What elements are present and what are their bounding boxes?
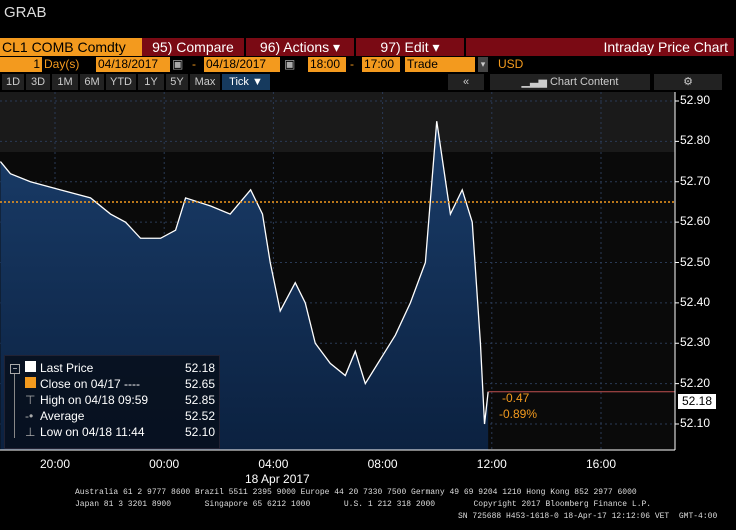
start-date-field[interactable]: 04/18/2017 — [96, 57, 170, 72]
legend-value: 52.65 — [184, 377, 215, 391]
close-swatch — [25, 377, 36, 388]
security-field[interactable]: CL1 COMB Comdty — [0, 38, 142, 56]
change-percent: -0.89% — [499, 407, 538, 421]
currency-label: USD — [498, 57, 524, 71]
y-tick-label: 52.80 — [680, 133, 711, 148]
x-tick-label: 20:00 — [39, 457, 71, 471]
y-tick-label: 52.50 — [680, 254, 711, 269]
range-bar: 1 Day(s) 04/18/2017 ▣ - 04/18/2017 ▣ 18:… — [0, 57, 736, 72]
collapse-panel-icon[interactable]: « — [448, 74, 484, 90]
period-button[interactable]: 5Y — [166, 74, 188, 90]
y-tick-label: 52.40 — [680, 294, 711, 309]
x-tick-label: 00:00 — [149, 457, 180, 471]
y-tick-label: 52.70 — [680, 173, 711, 188]
legend-value: 52.18 — [184, 361, 215, 375]
edit-button[interactable]: 97) Edit ▾ — [356, 38, 464, 56]
last-price-label: 52.18 — [678, 394, 716, 409]
x-tick-label: 04:00 — [258, 457, 289, 471]
price-line — [0, 121, 489, 425]
chart-content-button[interactable]: ▁▃▅ Chart Content — [490, 74, 650, 90]
x-axis-title: 18 Apr 2017 — [245, 472, 310, 486]
y-tick-label: 52.30 — [680, 335, 711, 350]
legend-label: Low on 04/18 11:44 — [40, 425, 145, 439]
legend-value: 52.85 — [184, 393, 215, 407]
period-button[interactable]: Max — [190, 74, 220, 90]
edit-label: 97) Edit — [380, 39, 429, 55]
period-button[interactable]: Tick ▼ — [222, 74, 270, 90]
collapse-icon[interactable]: − — [10, 364, 20, 374]
legend-label: Average — [40, 409, 85, 423]
period-button[interactable]: 6M — [80, 74, 104, 90]
high-marker-icon: ⊤ — [25, 393, 36, 407]
day-unit-label: Day(s) — [44, 57, 80, 71]
actions-label: 96) Actions — [259, 39, 330, 55]
legend-label: Last Price — [40, 361, 94, 375]
chart-legend: − Last Price 52.18 Close on 04/17 ---- 52.… — [4, 355, 220, 449]
period-bar: 1D 3D 1M 6M YTD 1Y 5Y Max Tick ▼ « ▁▃▅ Chart Conte… — [0, 74, 736, 90]
toolbar: CL1 COMB Comdty 95) Compare 96) Actions … — [0, 38, 736, 56]
settings-gear-icon[interactable]: ⚙ — [654, 74, 722, 90]
period-button[interactable]: 1Y — [138, 74, 164, 90]
plot-band — [0, 92, 675, 152]
actions-button[interactable]: 96) Actions ▾ — [246, 38, 354, 56]
footer-session: SN 725688 H453-1618-0 18-Apr-17 12:12:06… — [458, 512, 718, 521]
footer-contacts: Australia 61 2 9777 8600 Brazil 5511 239… — [75, 488, 637, 497]
day-count-field[interactable]: 1 — [0, 57, 42, 72]
chart-content-label: Chart Content — [549, 76, 619, 88]
legend-label: High on 04/18 09:59 — [40, 393, 149, 407]
y-tick-label: 52.20 — [680, 375, 711, 390]
compare-button[interactable]: 95) Compare — [142, 38, 244, 56]
legend-label: Close on 04/17 ---- — [40, 377, 141, 391]
legend-value: 52.52 — [184, 409, 215, 423]
x-tick-label: 08:00 — [367, 457, 398, 471]
time-dash: - — [350, 57, 354, 71]
x-tick-label: 16:00 — [585, 457, 617, 471]
chart-name: Intraday Price Chart — [466, 38, 734, 56]
calendar-icon[interactable]: ▣ — [172, 57, 184, 71]
end-time-field[interactable]: 17:00 — [362, 57, 400, 72]
calendar-icon[interactable]: ▣ — [284, 57, 296, 71]
last-price-swatch — [25, 361, 36, 372]
period-button[interactable]: 3D — [26, 74, 50, 90]
low-marker-icon: ⊥ — [25, 425, 36, 439]
type-dropdown-icon[interactable]: ▾ — [478, 57, 488, 72]
period-button[interactable]: YTD — [106, 74, 136, 90]
legend-value: 52.10 — [184, 425, 215, 439]
x-tick-label: 12:00 — [476, 457, 507, 471]
y-tick-label: 52.60 — [680, 214, 711, 229]
change-value: -0.47 — [502, 391, 530, 405]
type-select[interactable]: Trade — [405, 57, 475, 72]
tree-line — [14, 374, 15, 438]
period-button[interactable]: 1D — [2, 74, 24, 90]
end-date-field[interactable]: 04/18/2017 — [204, 57, 280, 72]
footer-copyright: Japan 81 3 3201 8900 Singapore 65 6212 1… — [75, 500, 652, 509]
window-title: GRAB — [4, 4, 47, 21]
date-dash: - — [192, 57, 196, 71]
y-tick-label: 52.90 — [680, 93, 711, 107]
period-button[interactable]: 1M — [52, 74, 78, 90]
start-time-field[interactable]: 18:00 — [308, 57, 346, 72]
y-tick-label: 52.10 — [680, 416, 711, 430]
chart-icon: ▁▃▅ — [521, 76, 547, 88]
average-marker-icon: -• — [25, 409, 34, 423]
